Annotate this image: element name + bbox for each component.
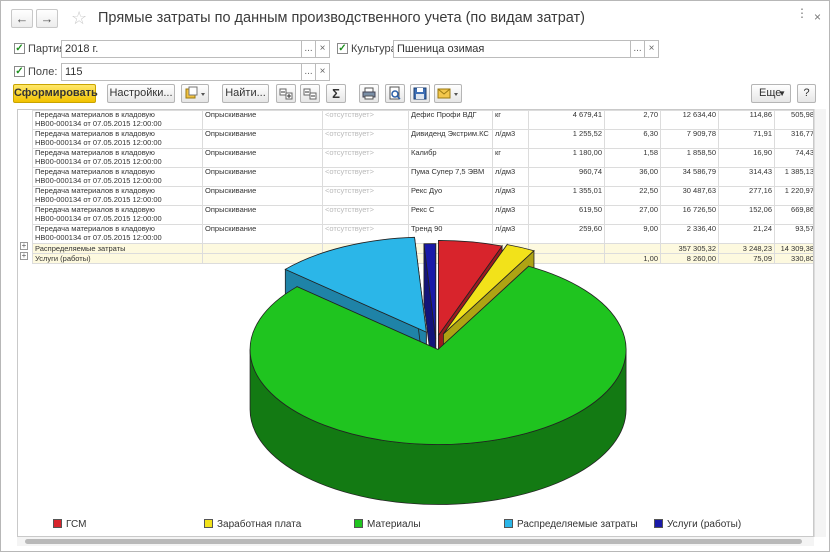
find-button[interactable]: Найти... xyxy=(222,84,269,103)
table-row[interactable]: Передача материалов в кладовую НВ00-00013… xyxy=(32,205,813,225)
print-button[interactable] xyxy=(359,84,379,103)
partiya-field[interactable]: 2018 г. xyxy=(61,40,302,58)
expand-distributed-icon[interactable]: + xyxy=(20,241,28,250)
printer-icon xyxy=(362,87,376,100)
document-type: Передача материалов в кладовую xyxy=(35,148,155,157)
table-row[interactable]: Передача материалов в кладовую НВ00-00013… xyxy=(32,167,813,187)
document-type: Передача материалов в кладовую xyxy=(35,205,155,214)
kultura-clear-button[interactable]: × xyxy=(644,40,659,58)
collapse-groups-button[interactable] xyxy=(300,84,320,103)
document-number: НВ00-000134 от 07.05.2015 12:00:00 xyxy=(35,156,162,166)
document-type: Передача материалов в кладовую xyxy=(35,186,155,195)
legend-item-distributed: Распределяемые затраты xyxy=(504,519,638,531)
page-title: Прямые затраты по данным производственно… xyxy=(98,10,585,26)
partiya-label: Партия: xyxy=(28,43,69,55)
document-number: НВ00-000134 от 07.05.2015 12:00:00 xyxy=(35,194,162,204)
kultura-select-button[interactable]: ... xyxy=(630,40,645,58)
favorite-star-icon[interactable]: ☆ xyxy=(71,8,88,28)
legend-label: Заработная плата xyxy=(217,519,302,530)
legend-item-materials: Материалы xyxy=(354,519,421,531)
kultura-checkbox[interactable]: ✓ xyxy=(337,43,348,54)
close-icon[interactable]: × xyxy=(814,10,822,24)
more-label: Еще xyxy=(759,87,782,99)
chevron-down-icon: ▼ xyxy=(778,89,786,98)
variant-button[interactable] xyxy=(181,84,209,103)
expand-groups-button[interactable] xyxy=(276,84,296,103)
legend-label: ГСМ xyxy=(66,519,87,530)
partiya-clear-button[interactable]: × xyxy=(315,40,330,58)
legend-swatch xyxy=(654,519,663,528)
floppy-disk-icon xyxy=(413,87,427,100)
horizontal-scrollbar[interactable] xyxy=(17,537,814,546)
kultura-label: Культура: xyxy=(351,43,400,55)
table-cell: Передача материалов в кладовую НВ00-00013… xyxy=(32,110,203,130)
legend-swatch xyxy=(204,519,213,528)
more-menu-icon[interactable]: ⋮ xyxy=(796,6,808,20)
legend-item-gsm: ГСМ xyxy=(53,519,86,531)
sum-button[interactable]: Σ xyxy=(326,84,346,103)
arrow-left-icon: ← xyxy=(15,11,29,26)
preview-button[interactable] xyxy=(385,84,405,103)
title-bar: ← → ☆ Прямые затраты по данным производс… xyxy=(1,1,829,37)
report-grid: Передача материалов в кладовую НВ00-00013… xyxy=(17,109,814,537)
legend-label: Услуги (работы) xyxy=(667,519,742,530)
document-number: НВ00-000134 от 07.05.2015 12:00:00 xyxy=(35,118,162,128)
expand-groups-icon xyxy=(279,88,293,100)
send-button[interactable] xyxy=(434,84,462,103)
generate-button[interactable]: Сформировать xyxy=(13,84,98,103)
kultura-field[interactable]: Пшеница озимая xyxy=(393,40,631,58)
legend-label: Распределяемые затраты xyxy=(517,519,638,530)
expand-services-icon[interactable]: + xyxy=(20,251,28,260)
table-row[interactable]: Передача материалов в кладовую НВ00-00013… xyxy=(32,186,813,206)
forward-button[interactable]: → xyxy=(36,9,58,28)
table-row[interactable]: Передача материалов в кладовую НВ00-00013… xyxy=(32,110,813,130)
document-number: НВ00-000134 от 07.05.2015 12:00:00 xyxy=(35,175,162,185)
more-button[interactable]: Еще ▼ xyxy=(751,84,791,103)
pole-clear-button[interactable]: × xyxy=(315,63,330,81)
legend-swatch xyxy=(354,519,363,528)
arrow-right-icon: → xyxy=(40,11,54,26)
vertical-scrollbar[interactable] xyxy=(814,109,826,537)
pie-chart xyxy=(249,236,627,505)
settings-button[interactable]: Настройки... xyxy=(107,84,175,103)
report-variant-icon xyxy=(185,86,205,99)
document-number: НВ00-000134 от 07.05.2015 12:00:00 xyxy=(35,213,162,223)
pole-label: Поле: xyxy=(28,66,58,78)
back-button[interactable]: ← xyxy=(11,9,33,28)
document-type: Передача материалов в кладовую xyxy=(35,129,155,138)
legend-label: Материалы xyxy=(367,519,421,530)
legend-swatch xyxy=(53,519,62,528)
legend-swatch xyxy=(504,519,513,528)
preview-icon xyxy=(389,86,401,100)
legend-item-services: Услуги (работы) xyxy=(654,519,741,531)
collapse-groups-icon xyxy=(303,88,317,100)
report-table: Передача материалов в кладовую НВ00-00013… xyxy=(32,110,813,264)
partiya-checkbox[interactable]: ✓ xyxy=(14,43,25,54)
envelope-icon xyxy=(437,88,458,99)
document-type: Передача материалов в кладовую xyxy=(35,167,155,176)
table-cell: 330,80 xyxy=(774,253,813,264)
table-row[interactable]: Передача материалов в кладовую НВ00-00013… xyxy=(32,224,813,244)
pole-field[interactable]: 115 xyxy=(61,63,302,81)
partiya-select-button[interactable]: ... xyxy=(301,40,316,58)
document-type: Передача материалов в кладовую xyxy=(35,224,155,233)
document-type: Передача материалов в кладовую xyxy=(35,110,155,119)
pole-checkbox[interactable]: ✓ xyxy=(14,66,25,77)
table-row[interactable]: Передача материалов в кладовую НВ00-00013… xyxy=(32,129,813,149)
horizontal-scroll-thumb[interactable] xyxy=(25,539,802,544)
save-button[interactable] xyxy=(410,84,430,103)
help-button[interactable]: ? xyxy=(797,84,816,103)
document-number: НВ00-000134 от 07.05.2015 12:00:00 xyxy=(35,137,162,147)
pie-slice xyxy=(249,265,627,505)
legend-item-salary: Заработная плата xyxy=(204,519,301,531)
pole-select-button[interactable]: ... xyxy=(301,63,316,81)
document-number: НВ00-000134 от 07.05.2015 12:00:00 xyxy=(35,232,162,242)
